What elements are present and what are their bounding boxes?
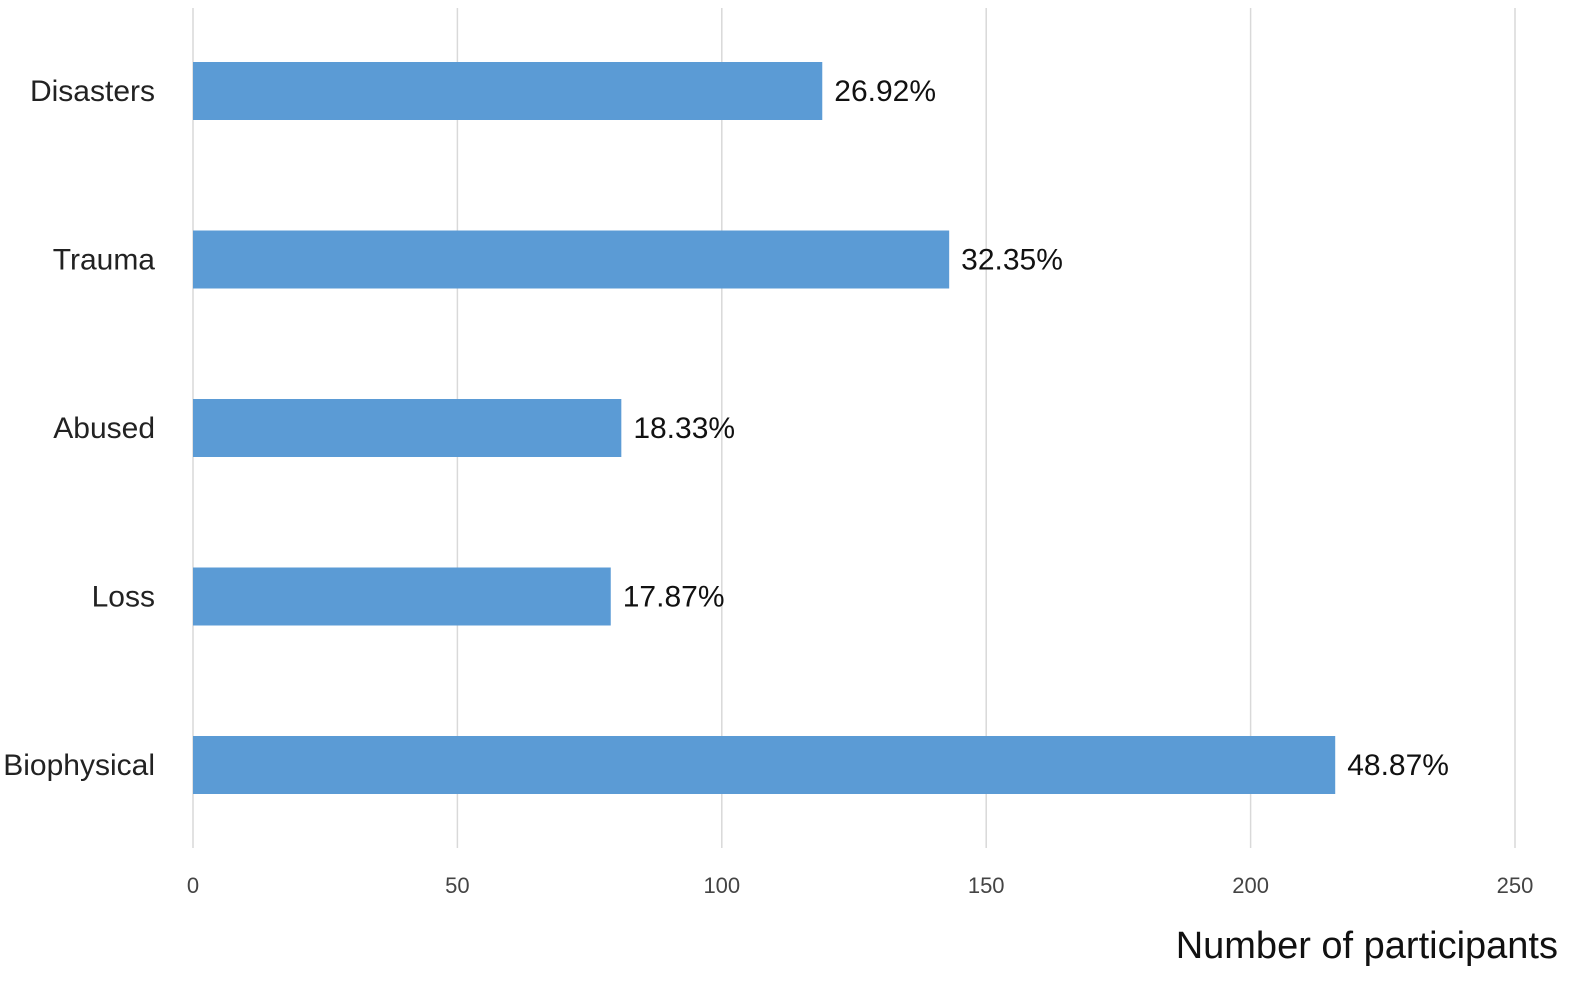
data-label: 17.87% [623,581,725,614]
x-axis-title: Number of participants [1176,925,1558,967]
bar [193,399,622,457]
category-label: Abused [53,412,155,445]
bar [193,230,950,289]
x-tick-labels: 0 50 100 150 200 250 [187,873,1533,898]
data-label: 32.35% [961,244,1063,277]
bar [193,62,823,120]
x-tick-label: 0 [187,873,199,898]
bar [193,736,1336,794]
bar [193,567,611,626]
data-label: 26.92% [834,75,936,108]
category-labels: Disasters Trauma Abused Loss Biophysical [3,75,155,782]
x-tick-label: 150 [968,873,1005,898]
x-tick-label: 200 [1232,873,1269,898]
category-label: Disasters [30,75,155,108]
gridlines [192,8,1516,848]
x-tick-label: 250 [1497,873,1534,898]
data-label: 18.33% [633,412,735,445]
category-label: Loss [92,581,155,614]
data-label: 48.87% [1347,749,1449,782]
x-tick-label: 50 [445,873,469,898]
x-tick-label: 100 [703,873,740,898]
bars [193,62,1336,794]
data-labels: 26.92% 32.35% 18.33% 17.87% 48.87% [623,75,1449,782]
category-label: Biophysical [3,749,155,782]
category-label: Trauma [53,244,156,277]
